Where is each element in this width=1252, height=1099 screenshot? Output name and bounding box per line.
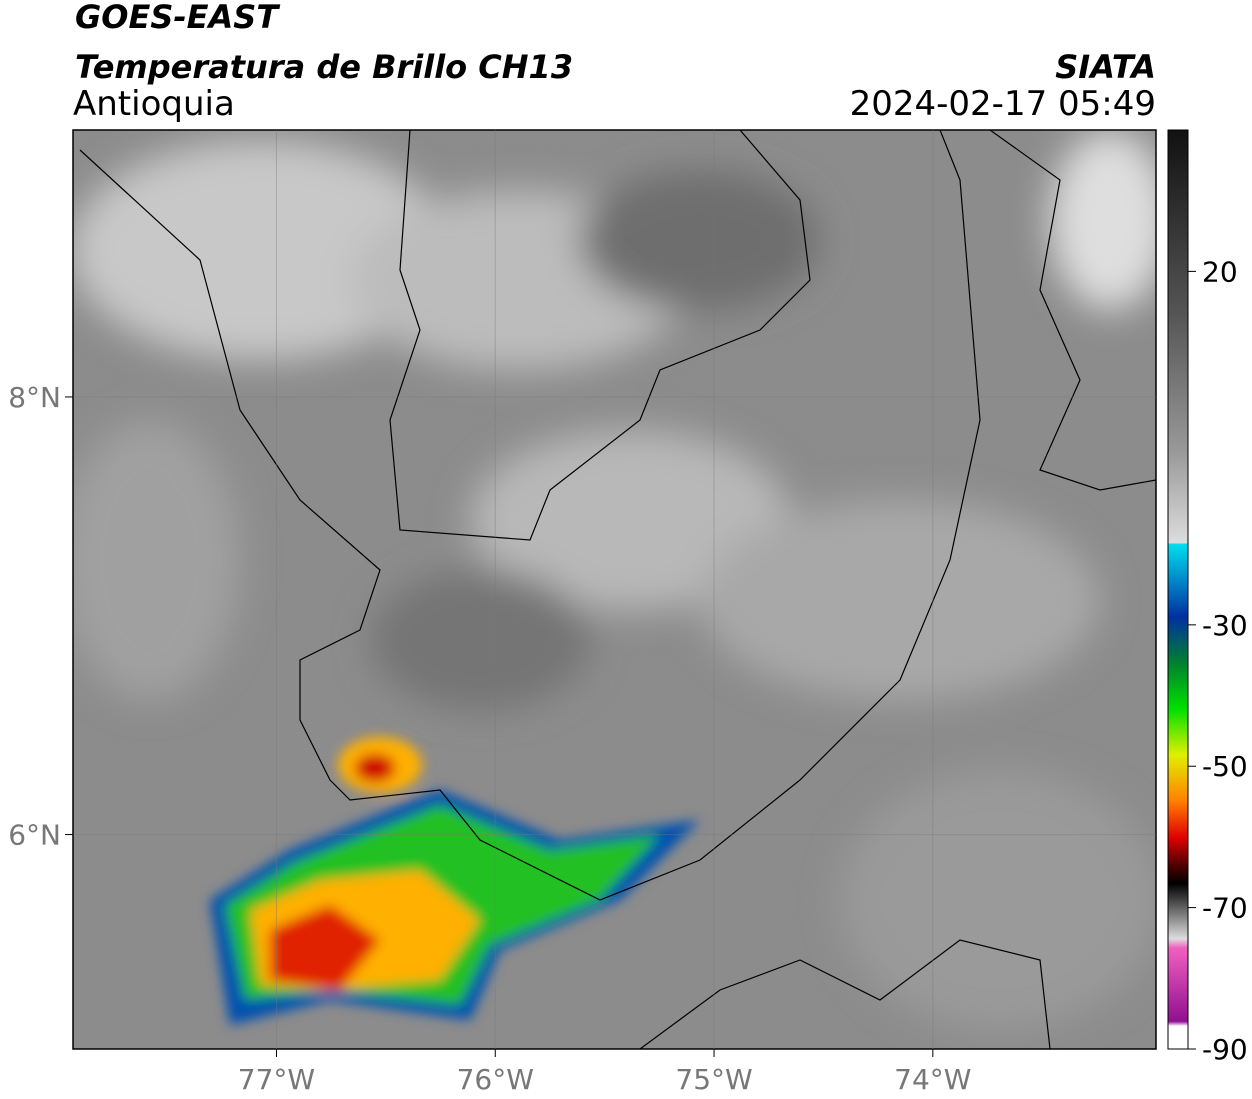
subtitle: Temperatura de Brillo CH13 (75, 48, 573, 86)
datetime: 2024-02-17 05:49 (850, 84, 1156, 124)
colorbar-tick-label: 20 (1202, 255, 1238, 288)
region: Antioquia (73, 84, 235, 124)
title: GOES-EAST (75, 0, 280, 36)
colorbar-tick-label: -30 (1202, 609, 1248, 642)
colorbar-tick-label: -50 (1202, 750, 1248, 783)
lat-tick-label: 8°N (8, 381, 61, 414)
satellite-image (73, 130, 1156, 1049)
colorbar (1167, 129, 1189, 1050)
lon-tick-label: 75°W (675, 1063, 752, 1096)
colorbar-tick-label: -90 (1202, 1033, 1248, 1066)
source: SIATA (1055, 48, 1156, 86)
lon-tick-label: 76°W (457, 1063, 534, 1096)
lon-tick-label: 74°W (894, 1063, 971, 1096)
map-frame (72, 129, 1157, 1050)
lon-tick-label: 77°W (238, 1063, 315, 1096)
colorbar-tick-label: -70 (1202, 892, 1248, 925)
lat-tick-label: 6°N (8, 819, 61, 852)
